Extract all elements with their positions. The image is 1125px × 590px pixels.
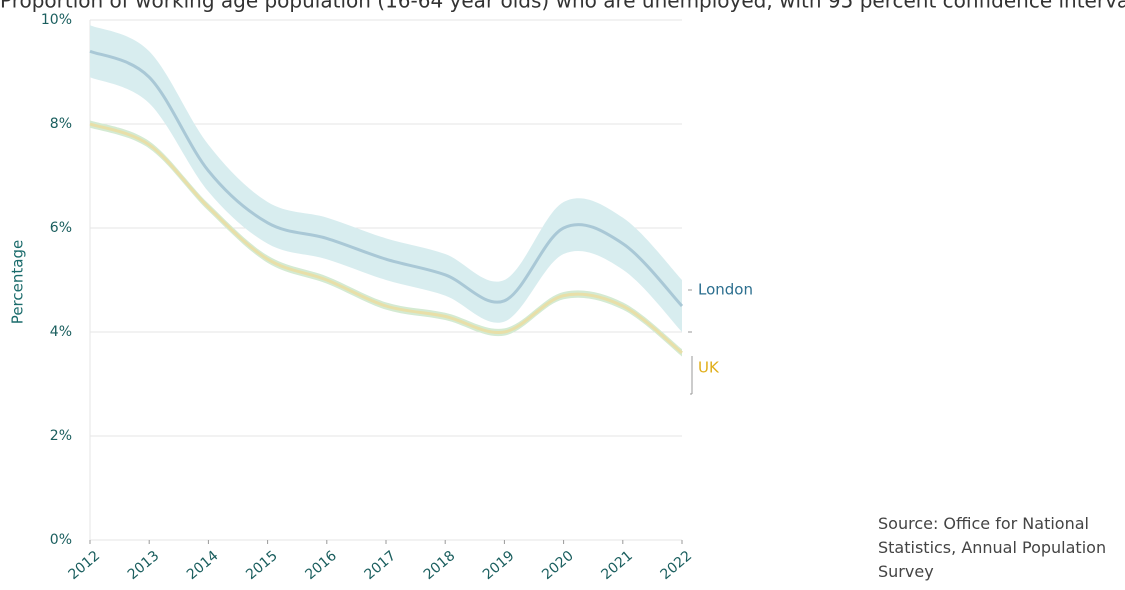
x-tick-label: 2017 [362,548,400,583]
x-tick-label: 2014 [184,548,222,583]
y-tick-label: 10% [41,12,72,28]
x-tick-label: 2022 [658,548,696,583]
x-tick-label: 2020 [539,548,577,583]
confidence-band [90,25,682,332]
y-tick-label: 4% [50,324,72,340]
line [89,122,683,354]
y-tick-label: 8% [50,116,72,132]
x-tick-label: 2019 [480,548,518,583]
x-tick-label: 2015 [243,548,281,583]
source-note: Source: Office for National Statistics, … [878,514,1107,581]
y-axis-label: Percentage [9,240,27,324]
line [89,49,684,308]
y-tick-label: 0% [50,532,72,548]
x-tick-label: 2016 [302,548,340,583]
x-tick-label: 2012 [66,548,104,583]
y-tick-label: 6% [50,220,72,236]
x-tick-label: 2013 [125,548,163,583]
x-tick-label: 2018 [421,548,459,583]
series-label: UK [698,359,720,377]
y-tick-label: 2% [50,428,72,444]
series-label: London [698,281,753,299]
chart-title: Proportion of working age population (16… [0,0,1125,13]
x-tick-label: 2021 [598,548,636,583]
